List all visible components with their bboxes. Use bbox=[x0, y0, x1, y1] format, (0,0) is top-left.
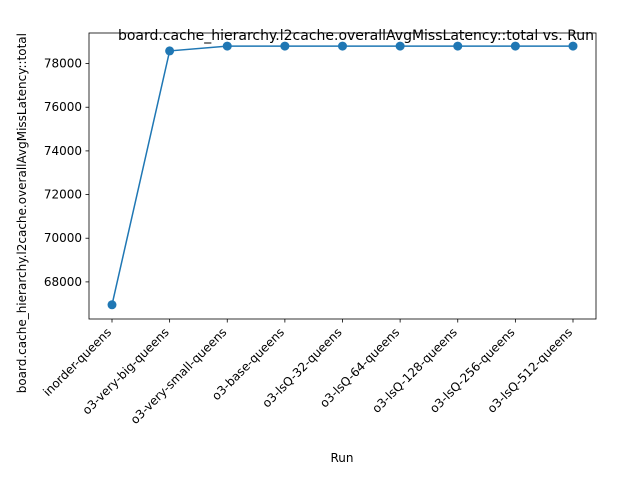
series-group bbox=[107, 41, 578, 310]
data-point bbox=[222, 41, 232, 51]
plot-frame bbox=[88, 32, 597, 320]
x-axis-label: Run bbox=[330, 451, 353, 465]
y-tick-label: 74000 bbox=[44, 144, 82, 158]
y-axis-label: board.cache_hierarchy.l2cache.overallAvg… bbox=[15, 33, 29, 393]
data-point bbox=[568, 41, 578, 51]
y-tick-label: 78000 bbox=[44, 57, 82, 71]
data-point bbox=[395, 41, 405, 51]
data-point bbox=[510, 41, 520, 51]
chart-title: board.cache_hierarchy.l2cache.overallAvg… bbox=[118, 28, 594, 44]
x-tick-label: o3-very-small-queens bbox=[128, 325, 230, 427]
y-tick-label: 76000 bbox=[44, 100, 82, 114]
data-point bbox=[165, 46, 175, 56]
data-point bbox=[107, 300, 117, 310]
series-line bbox=[111, 45, 573, 305]
y-tick-label: 70000 bbox=[44, 231, 82, 245]
y-axis-ticks: 68000 70000 72000 74000 76000 78000 bbox=[44, 57, 89, 289]
y-tick-label: 68000 bbox=[44, 275, 82, 289]
y-tick-label: 72000 bbox=[44, 188, 82, 202]
data-point bbox=[453, 41, 463, 51]
data-point bbox=[338, 41, 347, 51]
x-axis-ticks: inorder-queenso3-very-big-queenso3-very-… bbox=[40, 319, 575, 427]
data-point bbox=[280, 41, 290, 51]
